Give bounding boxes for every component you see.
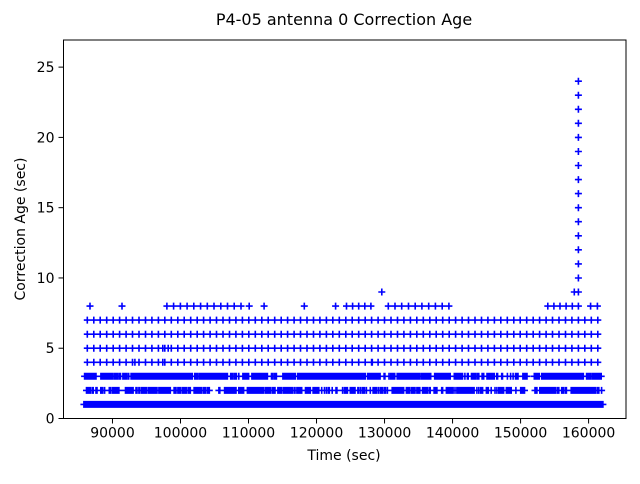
- chart-title: P4-05 antenna 0 Correction Age: [216, 10, 472, 29]
- spike-stack: [574, 77, 582, 296]
- x-tick-label: 90000: [90, 426, 135, 442]
- y-axis: 0 5 10 15 20 25: [37, 60, 64, 428]
- age-2s-band: [83, 386, 606, 394]
- age-7s-row: [83, 316, 602, 324]
- x-tick-label: 150000: [494, 426, 547, 442]
- x-tick-label: 120000: [290, 426, 343, 442]
- y-axis-label: Correction Age (sec): [13, 158, 29, 301]
- x-axis-label: Time (sec): [306, 448, 380, 464]
- x-axis: 90000 100000 110000 120000 130000 140000 15000…: [90, 418, 615, 442]
- data-points: [80, 77, 607, 408]
- age-6s-row: [83, 330, 602, 338]
- y-tick-label: 20: [37, 130, 55, 146]
- x-tick-label: 160000: [562, 426, 615, 442]
- outlier-points: [378, 288, 578, 296]
- y-tick-label: 10: [37, 271, 55, 287]
- age-1s-band: [80, 400, 607, 408]
- age-3s-band: [81, 372, 605, 380]
- y-tick-label: 0: [46, 412, 55, 428]
- x-tick-label: 130000: [358, 426, 411, 442]
- age-4s-row: [83, 358, 602, 366]
- y-tick-label: 5: [46, 341, 55, 357]
- y-tick-label: 25: [37, 60, 55, 76]
- plot-border: [63, 39, 627, 419]
- x-tick-label: 110000: [222, 426, 275, 442]
- y-tick-label: 15: [37, 201, 55, 217]
- age-8s-points: [86, 302, 601, 310]
- x-tick-label: 140000: [426, 426, 479, 442]
- age-5s-row: [83, 344, 602, 352]
- x-tick-label: 100000: [154, 426, 207, 442]
